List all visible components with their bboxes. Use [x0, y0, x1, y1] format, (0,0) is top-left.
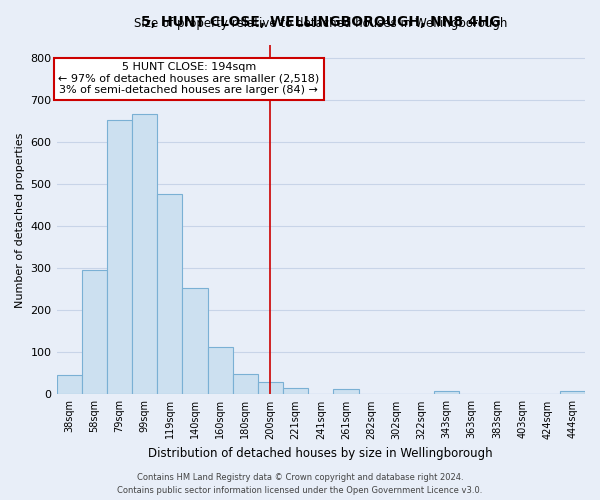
Bar — [434, 392, 459, 394]
Bar — [258, 382, 283, 394]
Bar — [132, 114, 157, 394]
Bar — [82, 270, 107, 394]
Text: Size of property relative to detached houses in Wellingborough: Size of property relative to detached ho… — [134, 16, 508, 30]
Bar — [157, 194, 182, 394]
Bar — [233, 374, 258, 394]
Bar — [560, 392, 585, 394]
Bar — [182, 288, 208, 395]
Bar — [56, 374, 82, 394]
Text: Contains HM Land Registry data © Crown copyright and database right 2024.
Contai: Contains HM Land Registry data © Crown c… — [118, 474, 482, 495]
Bar — [107, 120, 132, 394]
Y-axis label: Number of detached properties: Number of detached properties — [15, 132, 25, 308]
Bar — [208, 347, 233, 395]
Text: 5 HUNT CLOSE: 194sqm
← 97% of detached houses are smaller (2,518)
3% of semi-det: 5 HUNT CLOSE: 194sqm ← 97% of detached h… — [58, 62, 319, 96]
Bar — [334, 389, 359, 394]
Bar — [283, 388, 308, 394]
Title: 5, HUNT CLOSE, WELLINGBOROUGH, NN8 4HG: 5, HUNT CLOSE, WELLINGBOROUGH, NN8 4HG — [141, 15, 500, 29]
X-axis label: Distribution of detached houses by size in Wellingborough: Distribution of detached houses by size … — [148, 447, 493, 460]
